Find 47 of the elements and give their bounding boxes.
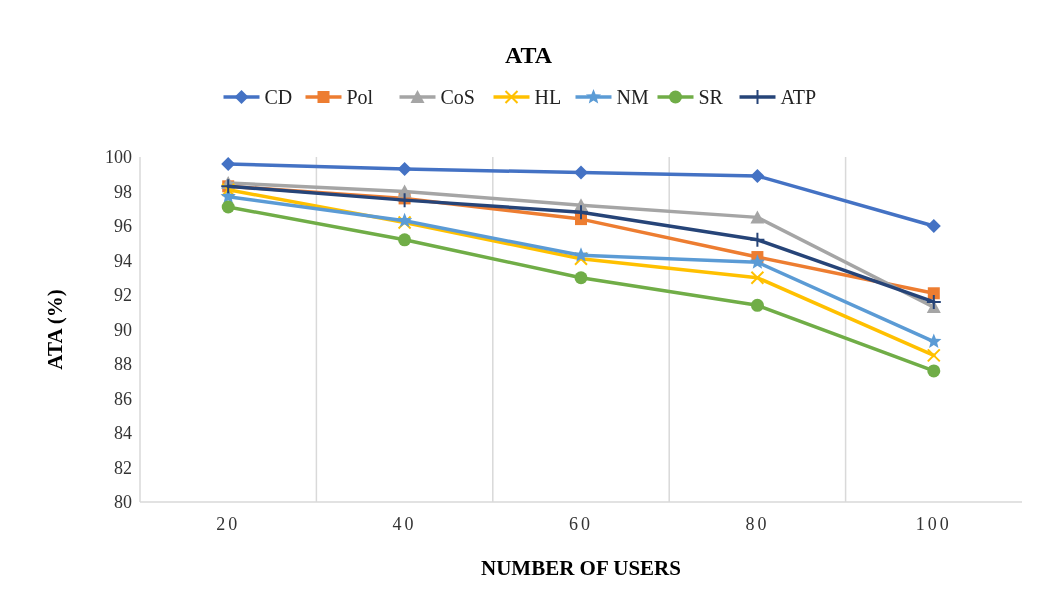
point xyxy=(750,168,765,183)
y-tick-label: 84 xyxy=(114,423,132,444)
point xyxy=(749,254,766,269)
y-tick-label: 100 xyxy=(105,147,132,168)
chart-title: ATA xyxy=(504,42,553,69)
point xyxy=(749,231,766,248)
x-tick-label: 60 xyxy=(569,514,593,535)
point xyxy=(574,271,588,285)
x-tick-label: 40 xyxy=(392,514,417,535)
y-tick-label: 94 xyxy=(114,250,132,271)
legend-label: ATP xyxy=(780,86,817,108)
x-axis-title: NUMBER OF USERS xyxy=(481,556,681,581)
point xyxy=(398,233,412,247)
y-tick-label: 80 xyxy=(114,492,132,513)
legend-label: CD xyxy=(264,86,293,108)
point xyxy=(221,182,236,197)
point xyxy=(926,348,941,363)
y-tick-label: 98 xyxy=(114,181,132,202)
y-tick-label: 88 xyxy=(114,354,132,375)
point xyxy=(750,298,764,312)
y-tick-label: 92 xyxy=(114,285,132,306)
legend-label: HL xyxy=(534,86,562,108)
legend-label: Pol xyxy=(346,86,374,108)
y-tick-label: 86 xyxy=(114,388,132,409)
legend-label: CoS xyxy=(440,86,475,108)
point xyxy=(926,219,941,233)
point xyxy=(221,156,236,171)
point xyxy=(927,287,940,300)
legend-label: NM xyxy=(616,86,649,108)
legend-label: SR xyxy=(698,86,724,108)
point xyxy=(573,247,589,262)
x-tick-label: 80 xyxy=(745,514,770,535)
point xyxy=(925,293,942,310)
point xyxy=(574,165,588,180)
point xyxy=(573,204,589,221)
point xyxy=(397,162,412,177)
point xyxy=(221,200,235,214)
point xyxy=(750,270,765,285)
x-tick-label: 20 xyxy=(216,514,241,535)
x-tick-label: 100 xyxy=(915,514,952,535)
y-tick-label: 90 xyxy=(114,319,132,340)
point xyxy=(926,333,942,349)
y-tick-label: 96 xyxy=(114,216,132,237)
point xyxy=(750,210,765,224)
y-tick-label: 82 xyxy=(114,457,132,478)
y-axis-title: ATA (%) xyxy=(43,289,68,370)
point xyxy=(927,364,941,378)
